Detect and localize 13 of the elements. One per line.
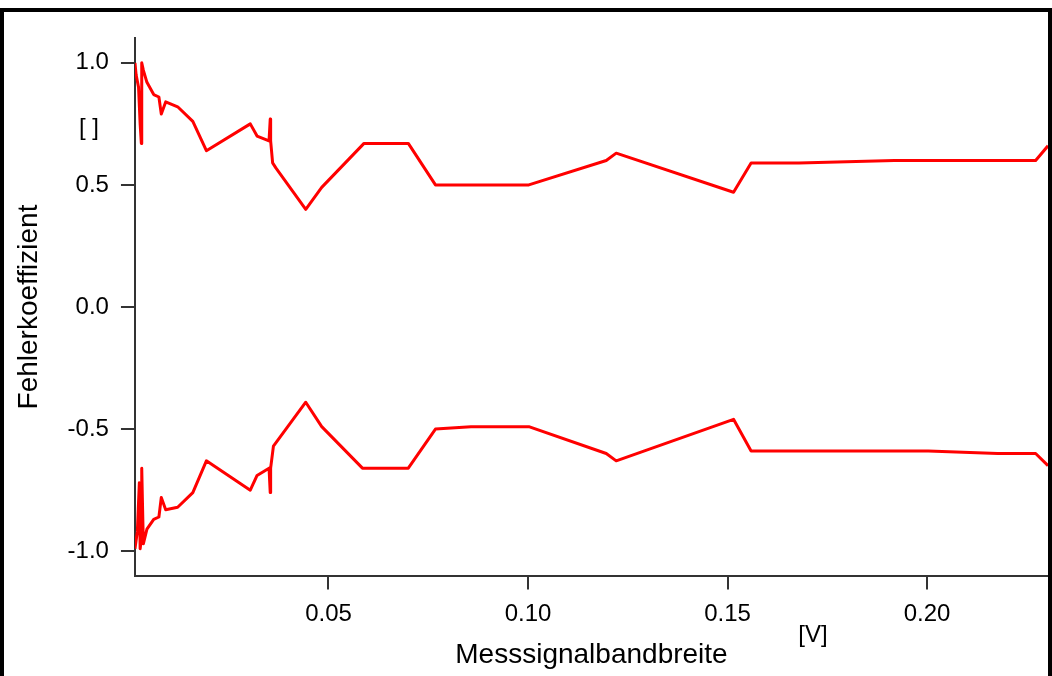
text: [ ] bbox=[78, 113, 99, 141]
x-tick-label: 0.15 bbox=[704, 598, 751, 626]
y-tick-label: 0.5 bbox=[75, 169, 109, 197]
text: [V] bbox=[798, 620, 828, 648]
y-tick-label: -1.0 bbox=[67, 535, 109, 563]
y-tick-label: 0.0 bbox=[75, 291, 109, 319]
y-tick-label: 1.0 bbox=[75, 47, 109, 75]
y-tick-label: -0.5 bbox=[67, 413, 109, 441]
x-tick-label: 0.10 bbox=[504, 598, 552, 626]
x-axis-title: Messsignalbandbreite bbox=[455, 637, 728, 669]
x-tick-label: 0.20 bbox=[903, 598, 951, 626]
y-axis-title: Fehlerkoeffizient bbox=[11, 204, 43, 410]
x-tick-label: 0.05 bbox=[305, 598, 352, 626]
